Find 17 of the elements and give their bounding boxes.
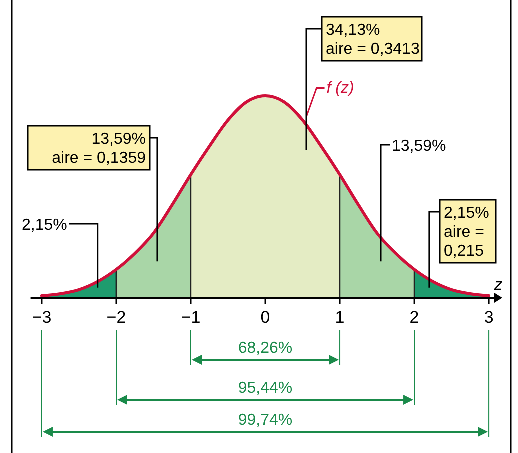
text: f (z) bbox=[326, 80, 354, 98]
annotation: 13,59% bbox=[392, 138, 446, 155]
x-tick-label: −3 bbox=[32, 308, 52, 327]
annotation: 2,15% aire = 0,215 bbox=[444, 205, 490, 260]
x-tick-label: 2 bbox=[410, 308, 420, 327]
x-tick-label: 1 bbox=[335, 308, 345, 327]
x-tick-label: 3 bbox=[484, 308, 494, 327]
x-tick-label: −1 bbox=[181, 308, 201, 327]
annotation: 13,59% aire = 0,1359 bbox=[52, 131, 146, 167]
x-tick-label: 0 bbox=[260, 308, 270, 327]
annotation: 2,15% bbox=[22, 217, 68, 234]
text: 95,44% bbox=[238, 380, 293, 397]
x-tick-label: −2 bbox=[106, 308, 126, 327]
text: 34,13% aire = 0,3413 bbox=[326, 22, 420, 58]
text: 99,74% bbox=[238, 412, 293, 429]
x-axis-title: z bbox=[494, 277, 502, 294]
text: 68,26% bbox=[238, 340, 293, 357]
